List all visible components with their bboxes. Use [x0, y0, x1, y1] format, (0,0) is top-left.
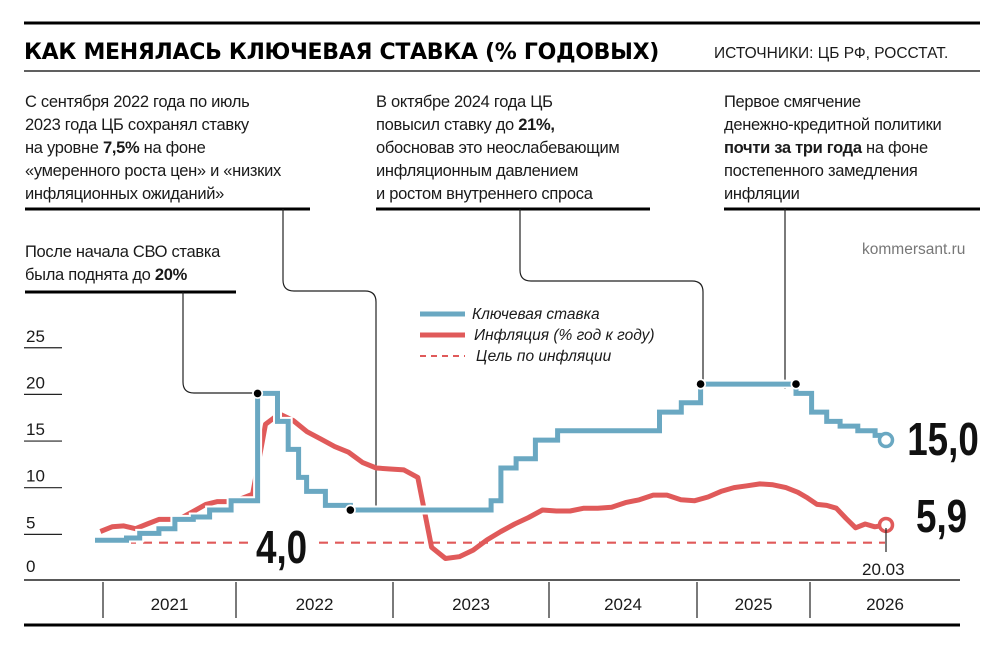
annotation-line: инфляционных ожиданий»	[25, 185, 224, 203]
annotation-text: обосновав это неослабевающим	[376, 139, 619, 157]
y-tick-label: 20	[26, 373, 45, 392]
event-marker	[792, 380, 800, 388]
last-date-label: 20.03	[862, 560, 905, 579]
key-rate-halo	[95, 379, 891, 545]
annotation-line: была поднята до 20%	[25, 266, 188, 284]
annotation-emphasis: 21%,	[518, 116, 554, 134]
annotation-line: почти за три года на фоне	[724, 139, 928, 157]
annotation-line: 2023 года ЦБ сохранял ставку	[25, 116, 250, 134]
x-tick-label: 2022	[296, 595, 334, 614]
annotation-text: После начала СВО ставка	[25, 243, 221, 261]
annotation-svo-20: После начала СВО ставка была поднята до 2…	[25, 243, 221, 284]
legend-label-key-rate: Ключевая ставка	[472, 306, 600, 323]
legend-label-inflation: Инфляция (% год к году)	[474, 327, 655, 344]
annotation-text: и ростом внутреннего спроса	[376, 185, 594, 203]
annotation-text: С сентября 2022 года по июль	[25, 93, 249, 111]
key-rate-last-label: 15,0	[907, 413, 979, 465]
annotation-line: В октябре 2024 года ЦБ	[376, 93, 553, 111]
annotation-line: денежно-кредитной политики	[724, 116, 942, 134]
leader-line-raise	[519, 209, 704, 384]
annotation-line: С сентября 2022 года по июль	[25, 93, 249, 111]
annotation-line: Первое смягчение	[724, 93, 861, 111]
x-tick-label: 2025	[735, 595, 773, 614]
annotation-text: на фоне	[139, 139, 205, 157]
annotation-text: инфляционным давлением	[376, 162, 578, 180]
inflation-last-label: 5,9	[916, 490, 967, 542]
annotation-text: 2023 года ЦБ сохранял ставку	[25, 116, 250, 134]
y-tick-label: 25	[26, 327, 45, 346]
plot-area	[95, 378, 895, 561]
annotation-text: была поднята до	[25, 266, 155, 284]
event-marker	[696, 380, 705, 388]
key-rate-end-marker	[877, 431, 895, 449]
annotation-line: «умеренного роста цен» и «низких	[25, 162, 282, 180]
annotation-text: постепенного замедления	[724, 162, 918, 180]
x-tick-label: 2026	[866, 595, 904, 614]
annotation-line: обосновав это неослабевающим	[376, 139, 619, 157]
annotation-text: на фоне	[862, 139, 928, 157]
annotation-raise-21: В октябре 2024 года ЦБ повысил ставку до …	[376, 93, 620, 203]
x-tick-label: 2021	[151, 595, 189, 614]
sources-note: ИСТОЧНИКИ: ЦБ РФ, РОССТАТ.	[714, 45, 948, 62]
event-marker	[253, 389, 262, 398]
annotation-text: «умеренного роста цен» и «низких	[25, 162, 282, 180]
annotation-emphasis: 7,5%	[103, 139, 140, 157]
annotation-text: инфляционных ожиданий»	[25, 185, 224, 203]
annotation-line: повысил ставку до 21%,	[376, 116, 555, 134]
annotation-text: Первое смягчение	[724, 93, 861, 111]
event-marker	[346, 506, 355, 514]
chart-title: КАК МЕНЯЛАСЬ КЛЮЧЕВАЯ СТАВКА (% ГОДОВЫХ)	[24, 40, 659, 65]
annotation-text: инфляции	[724, 185, 800, 203]
annotation-line: на уровне 7,5% на фоне	[25, 139, 206, 157]
y-tick-label: 15	[26, 420, 45, 439]
x-tick-label: 2024	[604, 595, 642, 614]
annotation-line: постепенного замедления	[724, 162, 918, 180]
annotation-line: и ростом внутреннего спроса	[376, 185, 594, 203]
inflation-line	[99, 411, 887, 561]
annotation-line: После начала СВО ставка	[25, 243, 221, 261]
annotation-line: инфляции	[724, 185, 800, 203]
target-value-label: 4,0	[256, 521, 307, 573]
annotation-text: повысил ставку до	[376, 116, 518, 134]
y-tick-label: 10	[26, 467, 45, 486]
x-axis: 2021 2022 2023 2024 2025 2026	[102, 582, 904, 618]
annotation-line: инфляционным давлением	[376, 162, 578, 180]
legend: Ключевая ставка Инфляция (% год к году) …	[420, 306, 655, 365]
annotation-hold-7-5: С сентября 2022 года по июль 2023 года ЦБ…	[25, 93, 282, 203]
y-axis: 0 5 10 15 20 25	[24, 327, 62, 576]
annotation-text: денежно-кредитной политики	[724, 116, 942, 134]
leader-line-svo	[182, 292, 254, 394]
annotation-emphasis: 20%	[155, 266, 188, 284]
x-tick-label: 2023	[452, 595, 490, 614]
site-credit: kommersant.ru	[862, 241, 965, 258]
leader-line-hold	[282, 209, 377, 508]
annotation-text: на уровне	[25, 139, 103, 157]
y-tick-label: 0	[26, 557, 35, 576]
annotation-text: В октябре 2024 года ЦБ	[376, 93, 553, 111]
key-rate-line	[95, 381, 889, 543]
annotation-emphasis: почти за три года	[724, 139, 863, 157]
y-tick-label: 5	[26, 513, 35, 532]
target-label-bg	[250, 515, 312, 569]
legend-label-target: Цель по инфляции	[476, 348, 612, 365]
annotation-first-easing: Первое смягчение денежно-кредитной полити…	[724, 93, 942, 203]
